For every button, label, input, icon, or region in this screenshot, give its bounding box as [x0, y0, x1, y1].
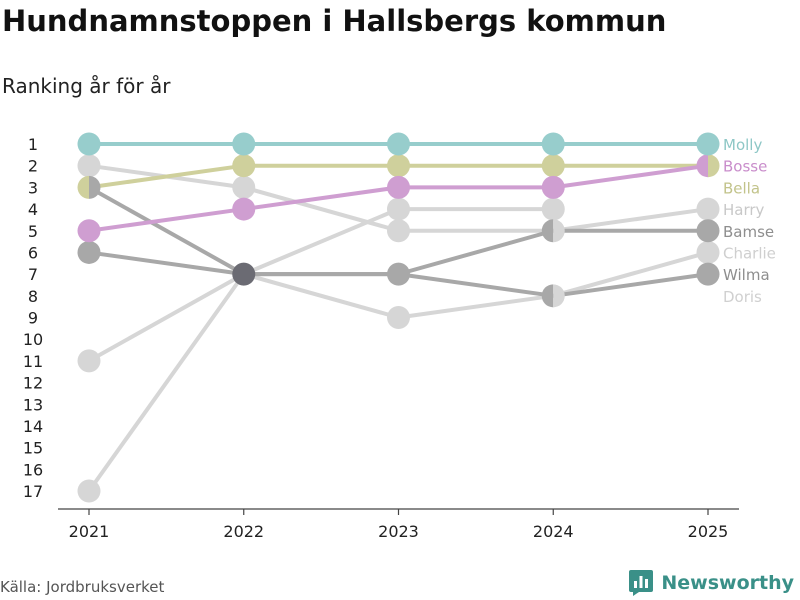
- point-charlie-2025: [696, 240, 720, 264]
- series-label-harry: Harry: [723, 201, 765, 219]
- point-bella-2022: [232, 154, 256, 178]
- y-tick-label-11: 11: [23, 352, 43, 371]
- x-axis: 2021 2022 2023 2024 2025: [58, 508, 739, 541]
- point-molly-2022: [232, 132, 256, 156]
- point-bosse-2022: [232, 197, 256, 221]
- y-tick-label-14: 14: [23, 417, 43, 436]
- x-tick-label-2025: 2025: [688, 522, 729, 541]
- point-wilma-2023: [398, 262, 411, 286]
- series-label-bamse: Bamse: [723, 223, 774, 241]
- brand-name: Newsworthy: [661, 572, 794, 594]
- point-harry-2024: [553, 219, 565, 243]
- point-bella-2024: [541, 154, 565, 178]
- point-wilma-2021: [89, 175, 101, 199]
- point-charlie-2021: [77, 349, 101, 373]
- point-charlie-2024: [553, 284, 565, 308]
- point-molly-2021: [77, 132, 101, 156]
- chart-subtitle: Ranking år för år: [2, 74, 171, 98]
- y-tick-label-7: 7: [28, 265, 38, 284]
- y-tick-label-3: 3: [28, 178, 38, 197]
- series-label-charlie: Charlie: [723, 244, 776, 262]
- point-bosse-2021: [77, 219, 101, 243]
- brand-logo[interactable]: Newsworthy: [629, 570, 794, 596]
- point-molly-2023: [387, 132, 410, 156]
- point-bella-2021: [77, 175, 89, 199]
- point-bella-2023: [387, 154, 410, 178]
- y-tick-label-12: 12: [23, 374, 43, 393]
- point-highlight-2022-rank-7: [232, 262, 256, 286]
- point-bosse-2023: [387, 175, 410, 199]
- point-molly-2024: [541, 132, 565, 156]
- point-bella-2025: [708, 154, 720, 178]
- point-bamse-2023: [387, 262, 399, 286]
- chart-title: Hundnamnstoppen i Hallsbergs kommun: [2, 4, 667, 38]
- x-tick-label-2024: 2024: [533, 522, 574, 541]
- series-label-wilma: Wilma: [723, 266, 770, 284]
- y-tick-label-15: 15: [23, 439, 43, 458]
- y-tick-label-8: 8: [28, 287, 38, 306]
- y-tick-label-17: 17: [23, 482, 43, 501]
- y-tick-label-4: 4: [28, 200, 38, 219]
- source-note: Källa: Jordbruksverket: [0, 578, 165, 596]
- point-doris-2021: [77, 479, 101, 503]
- x-tick-label-2022: 2022: [223, 522, 264, 541]
- series-label-bosse: Bosse: [723, 158, 767, 176]
- point-harry-2021: [77, 154, 101, 178]
- series-markers: [77, 132, 720, 503]
- series-line-doris: [87, 207, 556, 493]
- point-bosse-2024: [541, 175, 565, 199]
- point-bosse-2025: [696, 154, 708, 178]
- point-molly-2025: [696, 132, 720, 156]
- y-tick-label-13: 13: [23, 395, 43, 414]
- series-label-bella: Bella: [723, 179, 760, 197]
- y-tick-label-2: 2: [28, 157, 38, 176]
- point-doris-2024: [541, 197, 565, 221]
- point-bamse-2021: [77, 240, 101, 264]
- y-tick-label-6: 6: [28, 243, 38, 262]
- y-tick-label-16: 16: [23, 460, 43, 479]
- series-labels: Molly Bosse Bella Harry Bamse Charlie Wilma Dor…: [723, 136, 776, 306]
- newsworthy-logo-icon: [629, 570, 654, 596]
- series-label-doris: Doris: [723, 288, 762, 306]
- point-charlie-2023: [387, 306, 410, 329]
- point-harry-2025: [696, 197, 720, 221]
- point-harry-2023: [387, 219, 410, 243]
- y-tick-label-9: 9: [28, 309, 38, 328]
- point-wilma-2025: [696, 262, 720, 286]
- point-wilma-2024: [541, 284, 554, 308]
- point-harry-2022: [232, 175, 256, 199]
- x-tick-label-2021: 2021: [69, 522, 110, 541]
- y-tick-label-5: 5: [28, 222, 38, 241]
- y-tick-label-10: 10: [23, 330, 43, 349]
- point-bamse-2024: [541, 219, 554, 243]
- point-doris-2023: [387, 197, 410, 221]
- point-bamse-2025: [696, 219, 720, 243]
- series-label-molly: Molly: [723, 136, 762, 154]
- x-tick-label-2023: 2023: [378, 522, 419, 541]
- y-tick-label-1: 1: [28, 135, 38, 154]
